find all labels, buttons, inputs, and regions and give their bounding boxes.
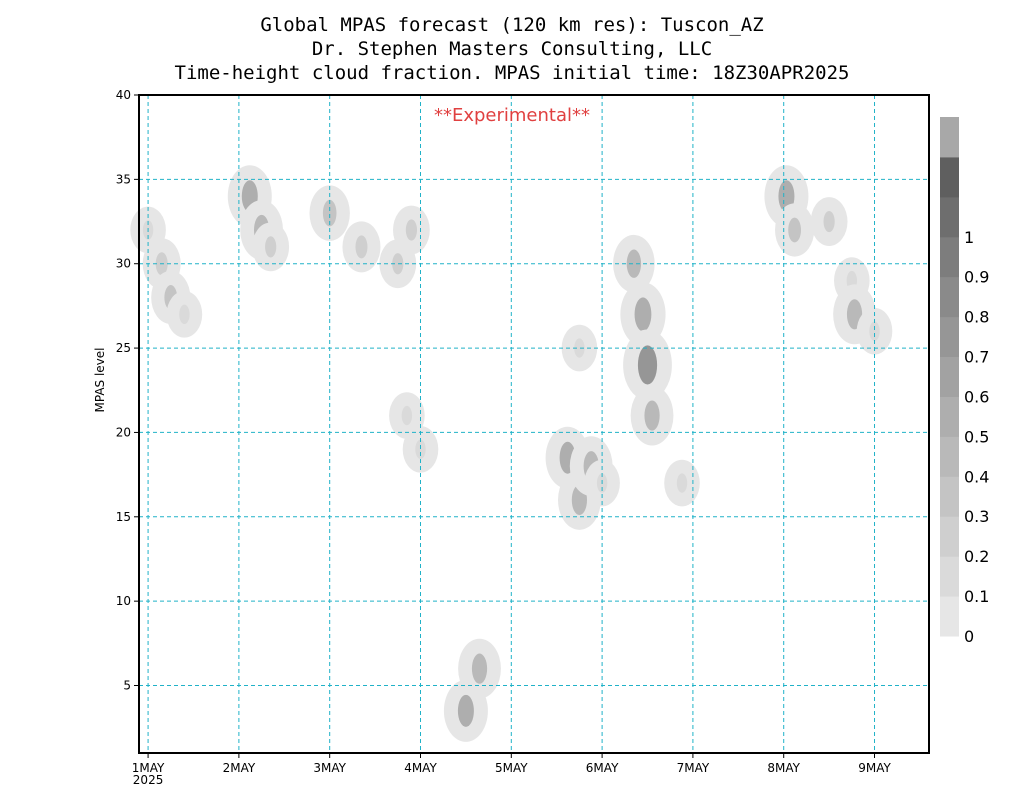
- colorbar-swatch-10: [940, 196, 959, 238]
- x-tick-label-2MAY: 2MAY: [223, 761, 256, 775]
- colorbar-swatch-12: [940, 117, 959, 158]
- colorbar-swatch-3: [940, 476, 959, 517]
- grid-lines: [139, 95, 929, 753]
- cloud-core-18: [574, 338, 585, 358]
- y-tick-label-20: 20: [116, 425, 131, 439]
- cloud-core-24: [676, 473, 688, 493]
- colorbar-label-0.1: 0.1: [964, 587, 989, 606]
- cloud-core-21: [634, 297, 652, 332]
- colorbar: 0 0.1 0.2 0.3 0.4 0.5 0.6 0.7 0.8 0.9 1: [940, 117, 989, 646]
- y-tick-label-5: 5: [123, 679, 131, 693]
- cloud-core-7: [322, 199, 337, 227]
- x-tick-label-6MAY: 6MAY: [586, 761, 619, 775]
- colorbar-swatch-4: [940, 436, 959, 477]
- title-line-2: Dr. Stephen Masters Consulting, LLC: [312, 38, 712, 60]
- cloud-core-8: [355, 235, 368, 259]
- title-line-1: Global MPAS forecast (120 km res): Tusco…: [260, 14, 763, 36]
- plot-frame: [138, 94, 930, 754]
- cloud-core-22: [637, 345, 658, 385]
- cloud-core-26: [788, 217, 802, 243]
- title-line-3: Time-height cloud fraction. MPAS initial…: [175, 62, 850, 84]
- colorbar-label-0.5: 0.5: [964, 427, 989, 446]
- x-year-label: 2025: [133, 773, 164, 787]
- y-tick-label-40: 40: [116, 88, 131, 102]
- x-tick-label-4MAY: 4MAY: [404, 761, 437, 775]
- colorbar-label-0.2: 0.2: [964, 547, 989, 566]
- axis-ticks: 1MAY 2MAY 3MAY 4MAY 5MAY 6MAY 7MAY 8MAY 9MAY2025…: [116, 88, 892, 787]
- y-tick-label-25: 25: [116, 341, 131, 355]
- x-tick-label-7MAY: 7MAY: [677, 761, 710, 775]
- y-axis-label: MPAS level: [93, 348, 107, 413]
- cloud-core-13: [457, 694, 474, 727]
- cloud-core-23: [644, 400, 660, 431]
- x-tick-label-1MAY: 1MAY: [132, 761, 165, 775]
- colorbar-label-1: 1: [964, 228, 974, 247]
- colorbar-label-0.3: 0.3: [964, 507, 989, 526]
- x-tick-label-8MAY: 8MAY: [767, 761, 800, 775]
- cloud-core-6: [265, 236, 277, 258]
- colorbar-label-0: 0: [964, 627, 974, 646]
- colorbar-swatch-8: [940, 276, 959, 318]
- cloud-core-27: [823, 210, 835, 233]
- y-tick-label-35: 35: [116, 172, 131, 186]
- colorbar-label-0.6: 0.6: [964, 387, 989, 406]
- x-tick-label-3MAY: 3MAY: [313, 761, 346, 775]
- colorbar-swatch-1: [940, 556, 959, 597]
- colorbar-label-0.8: 0.8: [964, 308, 989, 327]
- y-tick-label-10: 10: [116, 594, 131, 608]
- colorbar-swatch-11: [940, 156, 959, 198]
- colorbar-label-0.7: 0.7: [964, 348, 989, 367]
- colorbar-label-0.4: 0.4: [964, 467, 989, 486]
- colorbar-swatch-2: [940, 516, 959, 557]
- x-tick-label-9MAY: 9MAY: [858, 761, 891, 775]
- cloud-core-11: [401, 405, 413, 426]
- cloud-core-12: [415, 439, 426, 460]
- colorbar-swatch-9: [940, 236, 959, 278]
- colorbar-swatch-6: [940, 356, 959, 397]
- cloud-core-20: [626, 249, 642, 278]
- x-tick-label-5MAY: 5MAY: [495, 761, 528, 775]
- cloud-core-3: [179, 304, 190, 325]
- colorbar-swatch-7: [940, 316, 959, 358]
- cloud-core-30: [869, 321, 880, 341]
- colorbar-swatch-0: [940, 596, 959, 637]
- colorbar-label-0.9: 0.9: [964, 268, 989, 287]
- y-tick-label-30: 30: [116, 257, 131, 271]
- cloud-core-14: [471, 653, 488, 684]
- y-tick-label-15: 15: [116, 510, 131, 524]
- experimental-annotation: **Experimental**: [434, 105, 590, 126]
- cloud-core-9: [392, 253, 404, 275]
- colorbar-swatch-5: [940, 396, 959, 437]
- cloud-core-10: [405, 219, 418, 241]
